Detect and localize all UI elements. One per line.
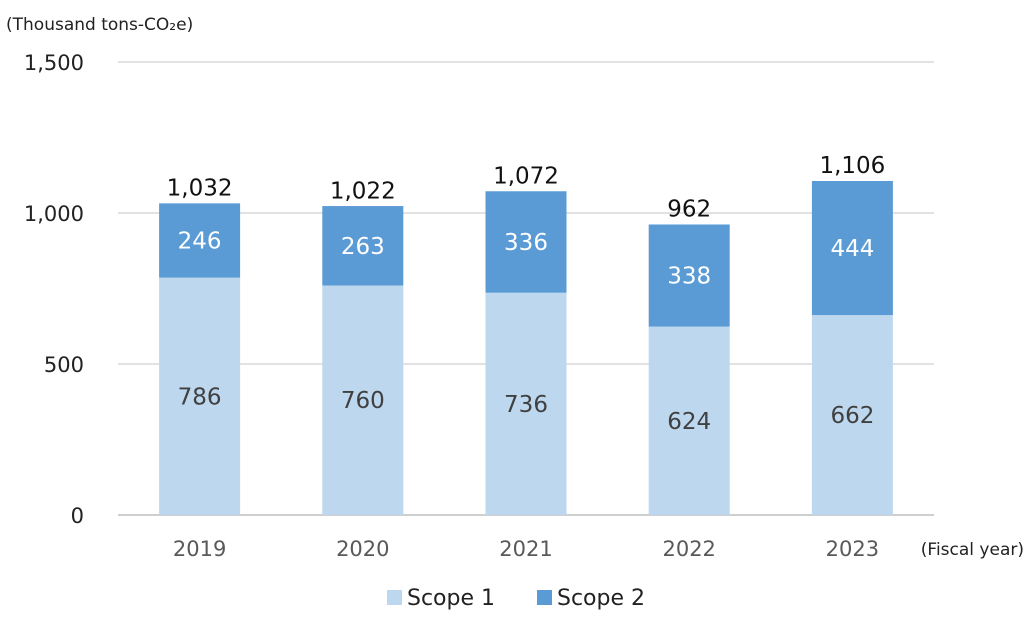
data-label-total: 1,072 [493, 163, 559, 189]
x-tick-label: 2021 [499, 537, 552, 561]
bar-scope-1 [485, 292, 567, 515]
data-label-scope-2: 263 [341, 234, 385, 260]
data-label-total: 962 [667, 196, 711, 222]
data-label-scope-1: 760 [341, 388, 385, 414]
x-tick-label: 2023 [826, 537, 879, 561]
data-label-total: 1,022 [330, 178, 396, 204]
x-tick-label: 2019 [173, 537, 226, 561]
bar-scope-2 [648, 224, 730, 327]
data-label-total: 1,032 [167, 175, 233, 201]
data-label-scope-1: 736 [504, 392, 548, 418]
y-tick-label: 500 [44, 353, 84, 377]
data-label-scope-2: 336 [504, 230, 548, 256]
bar-scope-2 [811, 180, 893, 316]
x-tick-label: 2020 [336, 537, 389, 561]
legend-label-2: Scope 2 [557, 586, 645, 611]
data-label-scope-2: 338 [667, 264, 711, 290]
y-tick-label: 1,000 [24, 202, 84, 226]
bar-scope-1 [322, 285, 404, 515]
data-label-scope-2: 444 [830, 236, 874, 262]
bar-scope-2 [485, 191, 567, 293]
data-label-scope-1: 662 [830, 403, 874, 429]
data-label-scope-2: 246 [178, 228, 222, 254]
legend-swatch-1 [387, 590, 402, 605]
bar-scope-1 [811, 315, 893, 515]
data-label-total: 1,106 [819, 153, 885, 179]
bar-scope-1 [648, 326, 730, 515]
legend-swatch-2 [537, 590, 552, 605]
bar-scope-1 [159, 277, 241, 515]
bar-scope-2 [159, 203, 241, 278]
bar-scope-2 [322, 206, 404, 286]
legend: Scope 1 Scope 2 [387, 586, 645, 611]
y-axis-unit-label: (Thousand tons-CO₂e) [6, 15, 193, 35]
y-axis-ticks: 0 500 1,000 1,500 [24, 51, 84, 528]
bars: 786 246 1,032 760 263 1,022 736 336 1,072 624 338 9… [159, 153, 893, 515]
y-tick-label: 1,500 [24, 51, 84, 75]
data-label-scope-1: 786 [178, 384, 222, 410]
data-label-scope-1: 624 [667, 409, 711, 435]
x-axis-unit-label: (Fiscal year) [921, 540, 1024, 560]
y-tick-label: 0 [71, 504, 84, 528]
legend-label-1: Scope 1 [407, 586, 495, 611]
x-tick-label: 2022 [662, 537, 715, 561]
x-axis-ticks: 2019 2020 2021 2022 2023 [173, 537, 879, 561]
